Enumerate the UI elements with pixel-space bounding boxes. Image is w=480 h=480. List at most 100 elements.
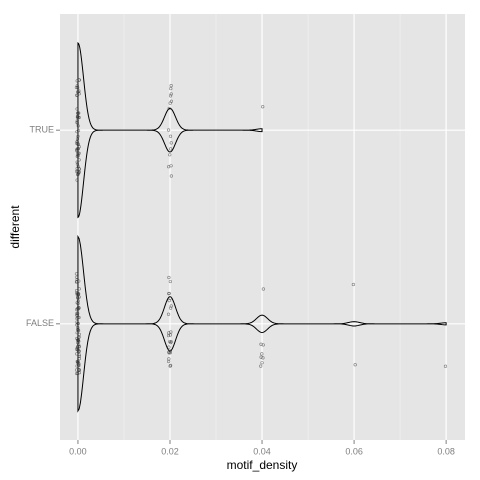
point bbox=[75, 120, 79, 124]
point bbox=[75, 137, 80, 141]
point bbox=[260, 361, 264, 365]
point bbox=[75, 154, 79, 159]
point bbox=[167, 331, 171, 335]
point bbox=[76, 152, 80, 157]
point bbox=[75, 93, 79, 97]
point bbox=[77, 362, 81, 366]
point bbox=[169, 86, 173, 91]
point bbox=[351, 282, 355, 287]
point bbox=[75, 149, 79, 153]
point bbox=[75, 147, 79, 151]
point bbox=[261, 105, 265, 109]
y-tick-label: FALSE bbox=[26, 318, 54, 328]
point bbox=[77, 115, 81, 120]
point bbox=[166, 128, 171, 132]
point bbox=[75, 84, 79, 88]
point bbox=[76, 86, 80, 90]
point bbox=[77, 356, 82, 361]
point bbox=[167, 275, 171, 280]
point bbox=[166, 312, 171, 316]
point bbox=[168, 153, 172, 157]
point bbox=[77, 353, 81, 357]
point bbox=[76, 371, 80, 376]
point bbox=[76, 348, 80, 352]
point bbox=[443, 364, 448, 368]
point bbox=[77, 145, 81, 149]
point bbox=[76, 341, 80, 345]
y-tick-label: TRUE bbox=[30, 125, 55, 135]
point bbox=[168, 101, 172, 105]
point bbox=[259, 355, 263, 359]
point bbox=[259, 342, 263, 346]
point bbox=[76, 129, 81, 133]
point bbox=[75, 107, 79, 111]
point bbox=[169, 306, 173, 310]
point bbox=[75, 278, 79, 282]
point bbox=[74, 85, 79, 90]
x-tick-label: 0.02 bbox=[161, 446, 179, 456]
point bbox=[76, 124, 80, 128]
x-tick-label: 0.00 bbox=[69, 446, 87, 456]
point bbox=[259, 364, 263, 368]
point bbox=[76, 335, 81, 340]
point bbox=[169, 174, 173, 178]
point bbox=[75, 119, 79, 123]
point bbox=[167, 292, 171, 296]
point bbox=[169, 84, 173, 88]
point bbox=[76, 90, 80, 94]
point bbox=[77, 306, 81, 310]
point bbox=[76, 172, 80, 177]
point bbox=[75, 289, 79, 293]
point bbox=[76, 344, 80, 349]
point bbox=[168, 279, 172, 284]
point bbox=[167, 359, 171, 364]
point bbox=[77, 78, 81, 82]
point bbox=[75, 292, 79, 296]
point bbox=[77, 329, 81, 333]
point bbox=[167, 299, 171, 303]
point bbox=[260, 352, 264, 356]
point bbox=[76, 305, 81, 310]
y-axis-title: different bbox=[8, 205, 22, 249]
point bbox=[77, 167, 81, 171]
point bbox=[75, 307, 79, 312]
point bbox=[75, 359, 79, 364]
point bbox=[75, 167, 79, 171]
point bbox=[75, 79, 79, 83]
point bbox=[77, 158, 81, 162]
point bbox=[167, 345, 171, 349]
point bbox=[169, 164, 173, 168]
point bbox=[75, 371, 79, 376]
point bbox=[75, 311, 79, 315]
point bbox=[168, 333, 172, 337]
point bbox=[168, 94, 173, 98]
point bbox=[76, 154, 80, 158]
x-axis-title: motif_density bbox=[227, 458, 298, 472]
x-tick-label: 0.06 bbox=[345, 446, 363, 456]
point bbox=[168, 364, 172, 368]
x-tick-label: 0.04 bbox=[253, 446, 271, 456]
point bbox=[169, 141, 173, 145]
point bbox=[76, 299, 80, 303]
point bbox=[77, 350, 81, 354]
point bbox=[169, 147, 173, 151]
point bbox=[169, 92, 173, 96]
violin bbox=[77, 41, 263, 219]
point bbox=[168, 339, 172, 344]
point bbox=[75, 140, 79, 144]
point bbox=[353, 363, 357, 367]
point bbox=[76, 315, 80, 320]
point bbox=[261, 287, 265, 291]
point bbox=[75, 141, 79, 146]
point bbox=[167, 106, 171, 111]
point bbox=[168, 134, 173, 138]
x-tick-label: 0.08 bbox=[437, 446, 455, 456]
point bbox=[75, 352, 79, 356]
point bbox=[76, 111, 80, 115]
point bbox=[77, 364, 81, 368]
point bbox=[77, 287, 81, 291]
point bbox=[77, 368, 81, 372]
point bbox=[74, 272, 79, 276]
